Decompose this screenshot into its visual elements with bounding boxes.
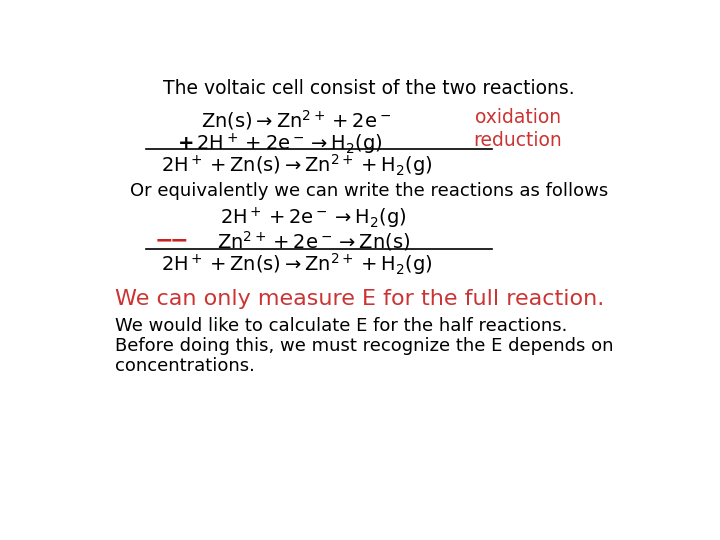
Text: Before doing this, we must recognize the E depends on: Before doing this, we must recognize the… [115,337,613,355]
Text: concentrations.: concentrations. [115,357,255,375]
Text: $\mathrm{2H^+ + 2e^- \rightarrow H_2(g)}$: $\mathrm{2H^+ + 2e^- \rightarrow H_2(g)}… [220,206,406,232]
Text: reduction: reduction [473,131,562,150]
Text: $\mathrm{2H^+ + Zn(s) \rightarrow Zn^{2+} + H_2(g)}$: $\mathrm{2H^+ + Zn(s) \rightarrow Zn^{2+… [161,251,432,277]
Text: $\mathrm{Zn^{2+} + 2e^- \rightarrow Zn(s)}$: $\mathrm{Zn^{2+} + 2e^- \rightarrow Zn(s… [217,229,410,253]
Text: $\mathrm{Zn(s) \rightarrow Zn^{2+} + 2e^-}$: $\mathrm{Zn(s) \rightarrow Zn^{2+} + 2e^… [202,109,392,132]
Text: $\mathbf{+}\,\mathrm{2H^+ + 2e^- \rightarrow H_2(g)}$: $\mathbf{+}\,\mathrm{2H^+ + 2e^- \righta… [177,131,382,157]
Text: Or equivalently we can write the reactions as follows: Or equivalently we can write the reactio… [130,182,608,200]
Text: The voltaic cell consist of the two reactions.: The voltaic cell consist of the two reac… [163,79,575,98]
Text: oxidation: oxidation [475,109,562,127]
Text: We can only measure E for the full reaction.: We can only measure E for the full react… [115,288,604,308]
Text: $\mathbf{-\!\!-}$: $\mathbf{-\!\!-}$ [154,229,188,249]
Text: We would like to calculate E for the half reactions.: We would like to calculate E for the hal… [115,317,567,335]
Text: $\mathrm{2H^+ + Zn(s) \rightarrow Zn^{2+} + H_2(g)}$: $\mathrm{2H^+ + Zn(s) \rightarrow Zn^{2+… [161,152,432,178]
